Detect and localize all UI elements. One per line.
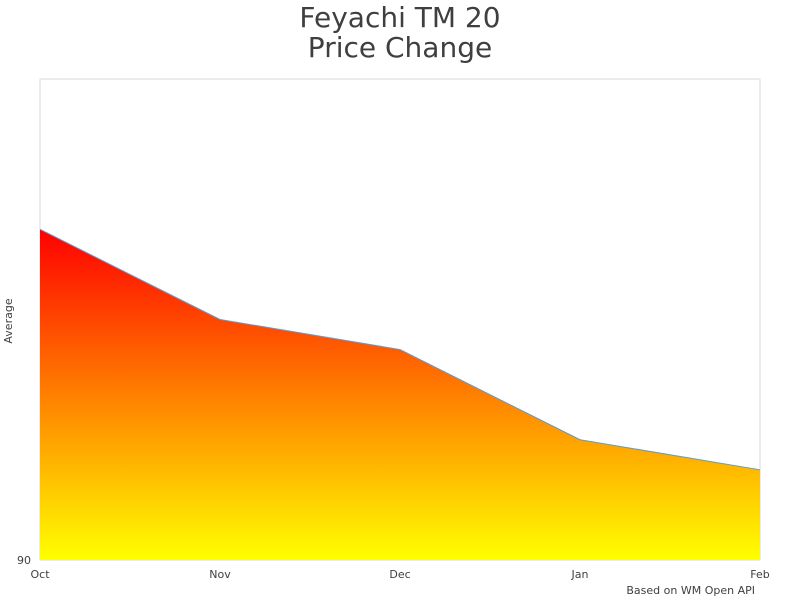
series-line-segment	[399, 349, 581, 441]
chart-title-line-1: Feyachi TM 20	[299, 1, 501, 34]
x-axis-tick-labels: Oct Nov Dec Jan Feb	[30, 568, 769, 581]
x-tick-label-nov: Nov	[209, 568, 231, 581]
y-axis-tick-labels: 90	[17, 554, 31, 567]
series-line-segment	[579, 439, 761, 471]
x-tick-label-dec: Dec	[389, 568, 410, 581]
area-layer	[39, 228, 761, 560]
series-line-segment	[219, 319, 401, 351]
y-axis-label: Average	[2, 298, 15, 343]
source-note: Based on WM Open API	[626, 584, 755, 597]
y-tick-label-90: 90	[17, 554, 31, 567]
x-tick-label-jan: Jan	[571, 568, 589, 581]
x-tick-label-feb: Feb	[750, 568, 769, 581]
area-fill	[40, 229, 760, 560]
x-tick-label-oct: Oct	[30, 568, 50, 581]
chart-title-line-2: Price Change	[307, 31, 493, 64]
series-line-segment	[39, 228, 221, 320]
